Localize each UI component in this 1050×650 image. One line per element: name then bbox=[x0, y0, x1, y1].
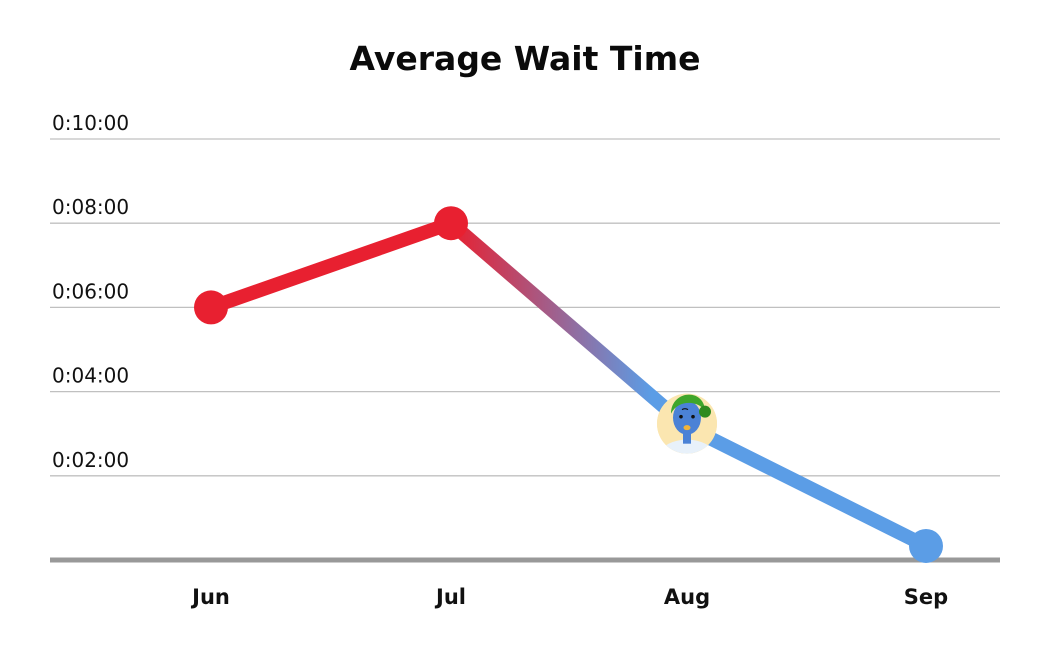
line-segment bbox=[680, 419, 933, 553]
y-tick-label: 0:08:00 bbox=[52, 195, 129, 219]
data-point bbox=[434, 206, 468, 241]
y-tick-label: 0:04:00 bbox=[52, 364, 129, 388]
y-tick-label: 0:02:00 bbox=[52, 448, 129, 472]
series-points bbox=[194, 206, 943, 563]
x-axis-tick-labels: Jun Jul Aug Sep bbox=[190, 585, 948, 609]
x-tick-label: Jun bbox=[190, 585, 230, 609]
series-line bbox=[204, 216, 933, 553]
x-tick-label: Jul bbox=[434, 585, 466, 609]
data-point bbox=[194, 290, 228, 325]
line-segment bbox=[204, 216, 458, 315]
grid-lines bbox=[50, 138, 1000, 477]
line-segment bbox=[444, 216, 694, 434]
avatar-icon bbox=[657, 393, 717, 454]
data-point bbox=[909, 528, 943, 563]
y-tick-label: 0:10:00 bbox=[52, 111, 129, 135]
y-tick-label: 0:06:00 bbox=[52, 279, 129, 303]
x-tick-label: Sep bbox=[904, 585, 948, 609]
chart-title: Average Wait Time bbox=[350, 39, 701, 78]
x-tick-label: Aug bbox=[664, 585, 710, 609]
y-axis-tick-labels: 0:10:00 0:08:00 0:06:00 0:04:00 0:02:00 bbox=[52, 111, 129, 472]
